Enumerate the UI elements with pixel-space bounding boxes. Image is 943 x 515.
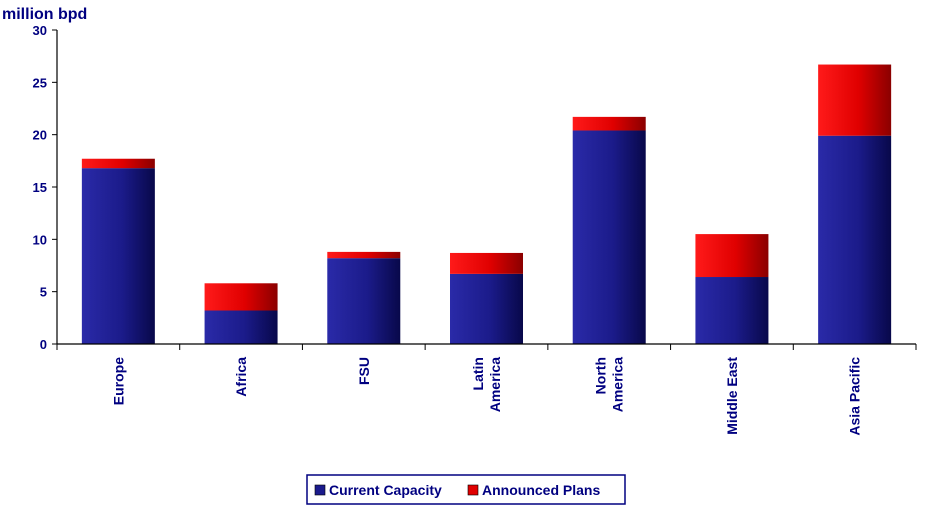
x-category-label: Middle East bbox=[724, 357, 740, 435]
legend-label-current-capacity: Current Capacity bbox=[329, 482, 442, 498]
x-category-label: NorthAmerica bbox=[593, 357, 626, 412]
bar-current-capacity bbox=[327, 258, 401, 344]
y-tick-label: 30 bbox=[33, 23, 47, 38]
bar-current-capacity bbox=[572, 130, 646, 344]
x-category-label: Asia Pacific bbox=[847, 357, 863, 436]
bars bbox=[81, 64, 892, 344]
legend: Current Capacity Announced Plans bbox=[306, 474, 626, 505]
x-category-label: Africa bbox=[233, 357, 249, 397]
bar-announced-plans bbox=[450, 252, 523, 274]
bar-current-capacity bbox=[695, 277, 769, 344]
legend-box bbox=[306, 474, 626, 505]
x-category-label: FSU bbox=[356, 357, 372, 385]
bar-current-capacity bbox=[204, 310, 278, 344]
y-axis-label: million bpd bbox=[2, 6, 87, 23]
bar-announced-plans bbox=[327, 251, 401, 259]
x-category-label: LatinAmerica bbox=[470, 357, 503, 412]
y-axis-ticks: 0 5 10 15 20 25 30 bbox=[33, 23, 57, 352]
y-tick-label: 5 bbox=[40, 285, 47, 300]
axes bbox=[56, 30, 917, 350]
y-tick-label: 10 bbox=[33, 232, 47, 247]
bar-announced-plans bbox=[818, 64, 892, 136]
legend-swatch-current-capacity bbox=[314, 484, 326, 496]
x-axis-labels: Europe Africa FSU LatinAmerica NorthAmerica M… bbox=[110, 357, 862, 436]
y-tick-label: 20 bbox=[33, 128, 47, 143]
bar-current-capacity bbox=[818, 135, 892, 344]
bar-announced-plans bbox=[695, 234, 769, 278]
y-tick-label: 0 bbox=[40, 337, 47, 352]
legend-label-announced-plans: Announced Plans bbox=[482, 482, 600, 498]
bar-announced-plans bbox=[204, 283, 278, 311]
bar-announced-plans bbox=[572, 116, 646, 131]
legend-swatch-announced-plans bbox=[467, 484, 479, 496]
y-tick-label: 25 bbox=[33, 75, 47, 90]
bar-announced-plans bbox=[81, 158, 155, 169]
bar-current-capacity bbox=[450, 273, 523, 344]
x-category-label: Europe bbox=[110, 357, 126, 405]
bar-current-capacity bbox=[81, 168, 155, 344]
y-tick-label: 15 bbox=[33, 180, 47, 195]
